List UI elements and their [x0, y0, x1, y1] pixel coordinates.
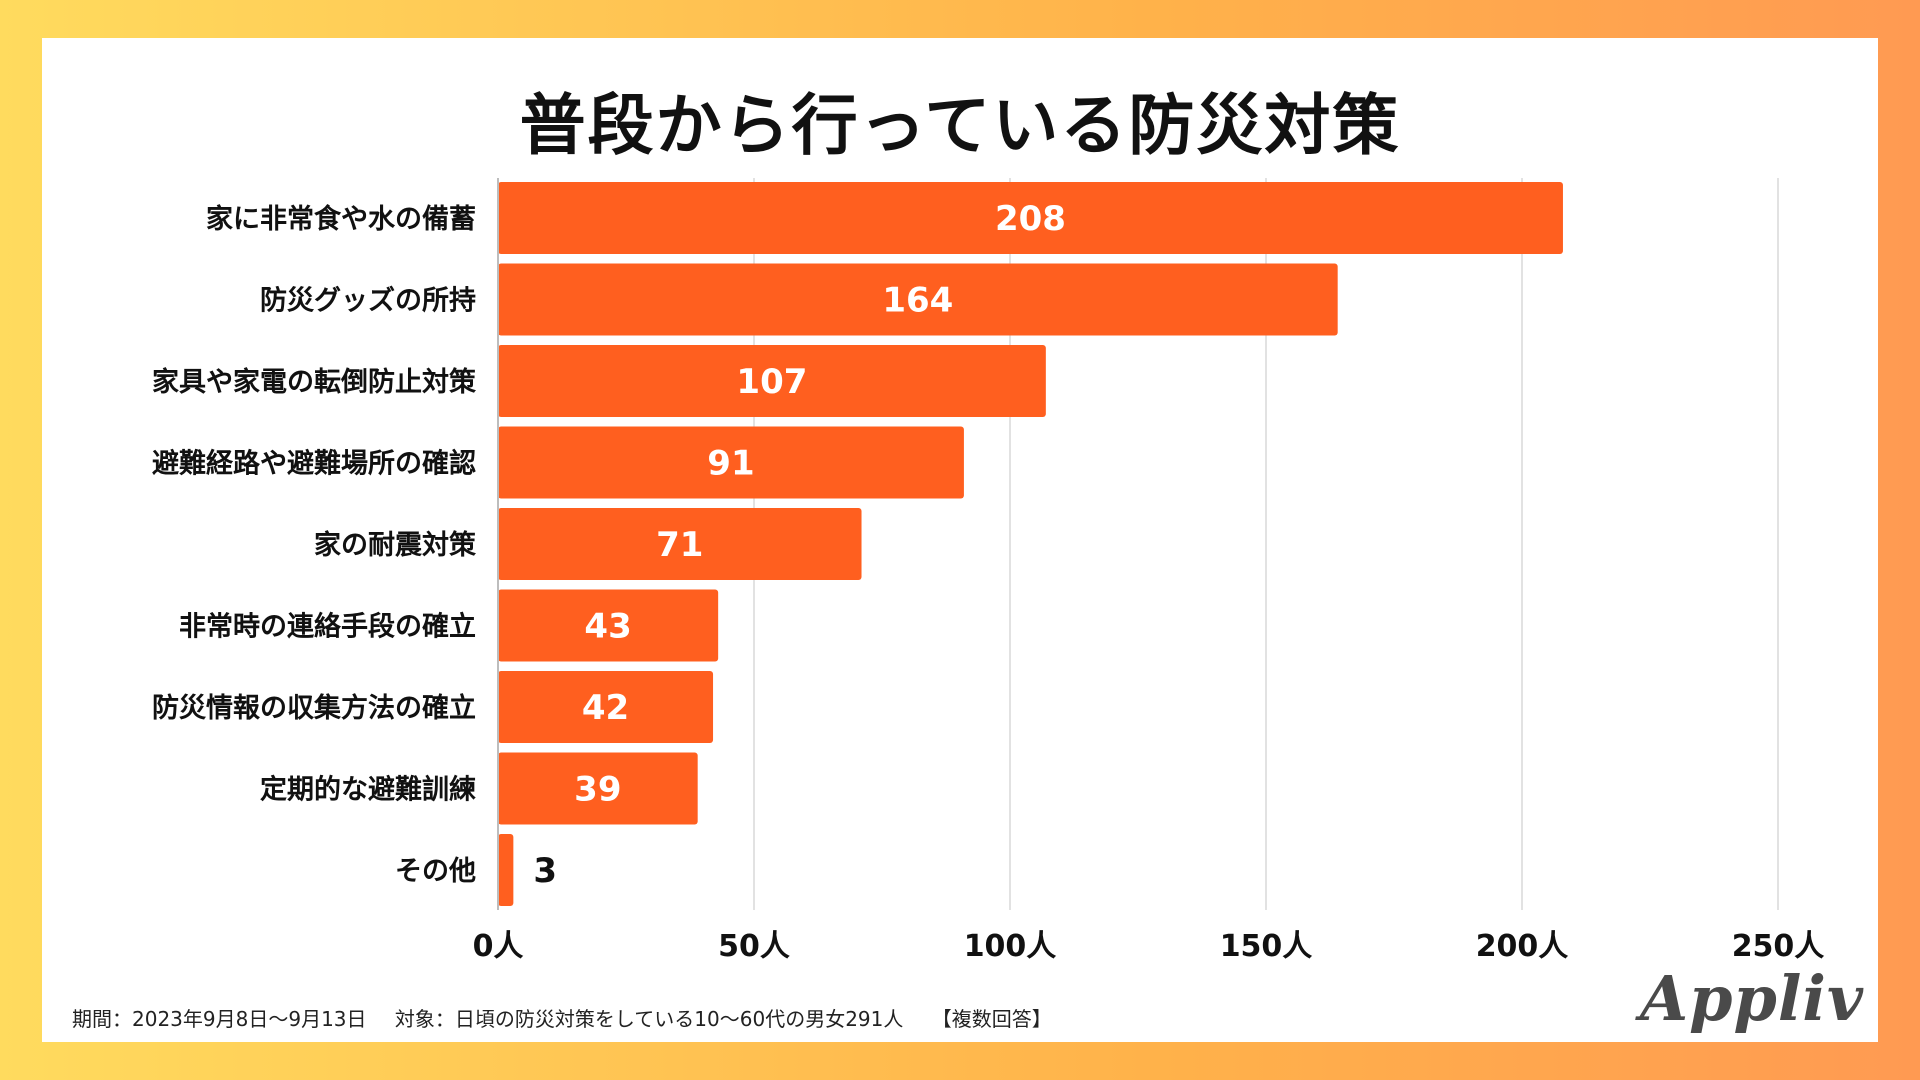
value-label: 91 — [707, 444, 754, 484]
applive-logo: Appliv — [1640, 962, 1864, 1035]
category-label: 家に非常食や水の備蓄 — [206, 203, 476, 235]
bar-chart: 0人 50人 100人 150人 200人 250人 家に非常食や水の備蓄 208 防災グッズの… — [152, 178, 1825, 964]
category-label: 防災グッズの所持 — [260, 285, 476, 317]
x-tick-label: 100人 — [964, 929, 1057, 964]
x-tick-label: 250人 — [1732, 929, 1825, 964]
x-tick-label: 50人 — [718, 929, 790, 964]
survey-period: 期間：2023年9月8日〜9月13日 — [72, 1007, 367, 1031]
bar — [498, 508, 862, 580]
x-tick-label: 200人 — [1476, 929, 1569, 964]
category-label: 避難経路や避難場所の確認 — [152, 448, 476, 480]
x-tick-label: 150人 — [1220, 929, 1313, 964]
value-label: 39 — [574, 770, 621, 810]
value-label: 107 — [736, 362, 807, 402]
bar — [498, 752, 698, 825]
category-label: 定期的な避難訓練 — [260, 774, 476, 806]
category-label: その他 — [395, 856, 476, 887]
bar — [498, 345, 1046, 417]
bar — [498, 263, 1338, 336]
answer-type: 【複数回答】 — [931, 1007, 1052, 1031]
value-label: 43 — [584, 607, 631, 647]
bar — [498, 834, 514, 906]
value-label: 3 — [533, 851, 557, 891]
category-label: 非常時の連絡手段の確立 — [179, 611, 476, 643]
bar — [498, 671, 714, 743]
bar — [498, 426, 964, 499]
category-label: 防災情報の収集方法の確立 — [152, 692, 476, 724]
x-tick-label: 0人 — [473, 929, 524, 964]
footer-note: 期間：2023年9月8日〜9月13日 対象：日頃の防災対策をしている10〜60代… — [72, 1003, 1074, 1032]
value-label: 208 — [995, 199, 1066, 239]
value-label: 42 — [582, 688, 629, 728]
chart-panel: 普段から行っている防災対策 0人 50人 100人 150人 200人 250人 家に非常食… — [42, 38, 1878, 1042]
category-label: 家具や家電の転倒防止対策 — [152, 366, 477, 398]
bar — [498, 182, 1563, 254]
chart-title: 普段から行っている防災対策 — [519, 87, 1401, 164]
survey-target: 対象：日頃の防災対策をしている10〜60代の男女291人 — [394, 1007, 904, 1031]
category-label: 家の耐震対策 — [314, 529, 477, 561]
bar — [498, 589, 719, 662]
value-label: 71 — [656, 525, 703, 565]
value-label: 164 — [882, 281, 953, 321]
